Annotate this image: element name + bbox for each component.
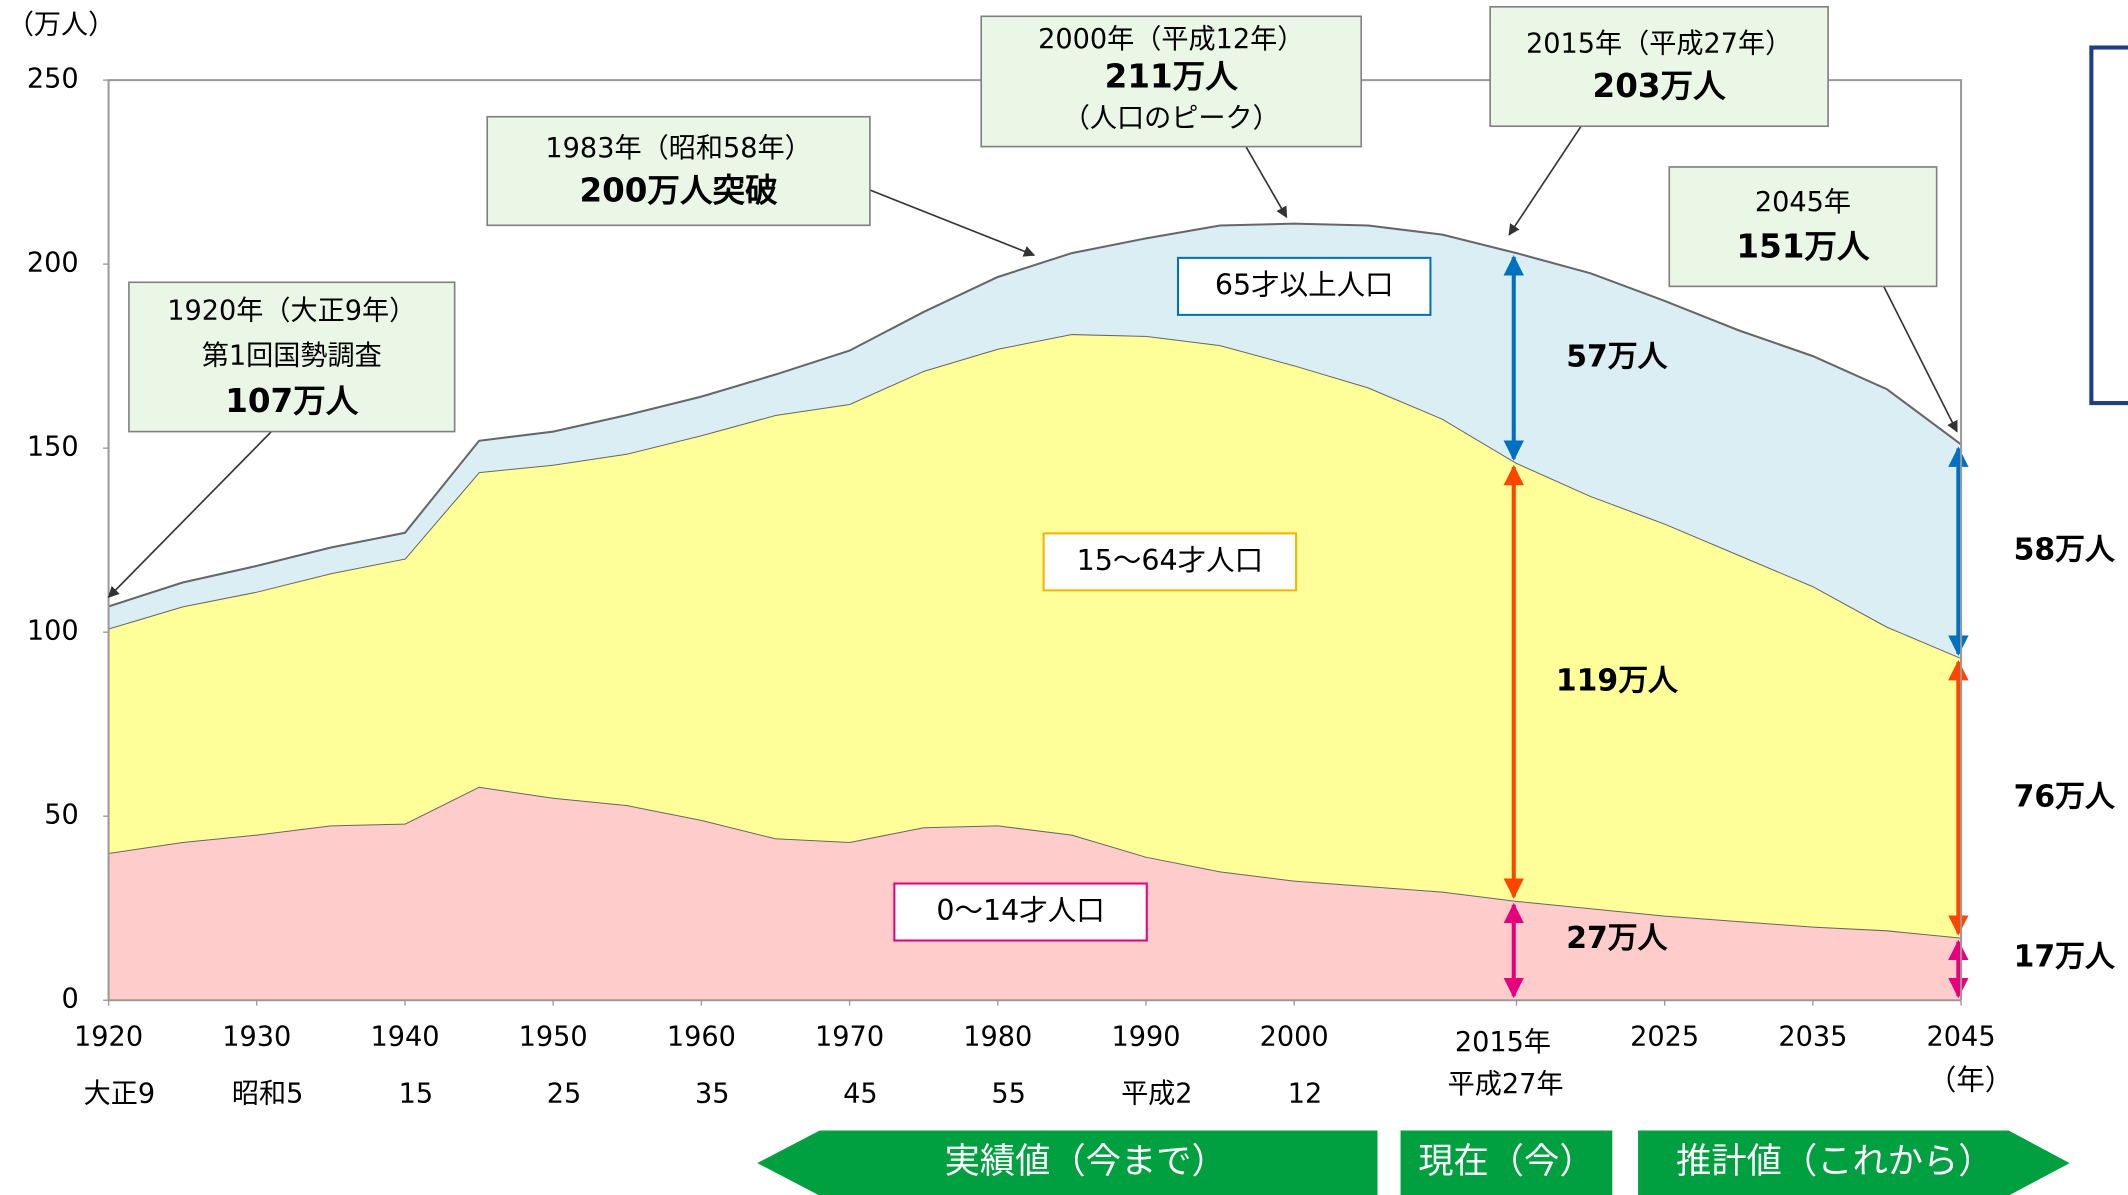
annotation-text: 2015年（平成27年） [1526, 28, 1792, 59]
y-tick-label: 200 [27, 248, 79, 279]
period-arrow [1400, 1130, 1613, 1195]
period-arrow [757, 1130, 1378, 1195]
era-tick-label: 55 [991, 1079, 1026, 1110]
annotation-arrow [1245, 146, 1288, 219]
x-tick-label: 2045 [1927, 1022, 1996, 1053]
annotation-text: 1983年（昭和58年） [545, 133, 811, 164]
value-label: 27万人 [1566, 921, 1668, 956]
era-tick-label: 平成27年 [1448, 1069, 1564, 1100]
era-tick-label: 15 [399, 1079, 434, 1110]
area [108, 223, 1962, 658]
x-tick-label: 1980 [963, 1022, 1032, 1053]
x-tick-label: 1990 [1111, 1022, 1180, 1053]
legend-box-edge [2089, 45, 2128, 406]
annotation-text: 203万人 [1593, 67, 1727, 105]
x-tick-label: 2025 [1630, 1022, 1699, 1053]
era-tick-label: 25 [547, 1079, 582, 1110]
annotation-arrow [1882, 286, 1958, 433]
annotation-arrow [869, 189, 1036, 257]
annotation-text: 200万人突破 [579, 172, 778, 210]
period-label: 実績値（今まで） [945, 1141, 1227, 1182]
area-edge [108, 222, 1962, 608]
x-tick-label: 1960 [667, 1022, 736, 1053]
annotation-text: 2045年 [1755, 187, 1851, 218]
area [108, 334, 1962, 938]
value-label: 58万人 [2014, 533, 2116, 568]
x-tick-label: 2000 [1260, 1022, 1329, 1053]
annotation-box [128, 281, 456, 433]
y-tick-label: 50 [44, 800, 79, 831]
era-tick-label: 大正9 [84, 1079, 156, 1110]
series-label-box [1042, 532, 1298, 592]
annotation-arrow [107, 431, 273, 598]
x-tick-label: 1970 [815, 1022, 884, 1053]
y-tick-label: 100 [27, 616, 79, 647]
y-tick-label: 150 [27, 432, 79, 463]
series-label-box [893, 882, 1148, 942]
annotation-text: 107万人 [225, 382, 359, 420]
x-tick-label: 1950 [519, 1022, 588, 1053]
value-label: 57万人 [1566, 339, 1668, 374]
era-tick-label: 平成2 [1121, 1079, 1193, 1110]
y-tick-label: 250 [27, 64, 79, 95]
value-label: 76万人 [2014, 779, 2116, 814]
series-label: 0〜14才人口 [936, 894, 1104, 927]
period-label: 現在（今） [1418, 1141, 1594, 1182]
annotation-text: 211万人 [1105, 58, 1239, 96]
era-tick-label: 昭和5 [232, 1079, 304, 1110]
series-label: 15〜64才人口 [1077, 544, 1263, 577]
annotation-text: 151万人 [1736, 227, 1870, 265]
series-label-box [1176, 256, 1432, 316]
x-tick-label: 1940 [370, 1022, 439, 1053]
x-tick-label: 1920 [74, 1022, 143, 1053]
annotation-text: 第1回国勢調査 [202, 340, 382, 371]
annotation-text: （人口のピーク） [1063, 103, 1280, 134]
value-label: 119万人 [1556, 663, 1679, 698]
value-label: 17万人 [2014, 940, 2116, 975]
series-label: 65才以上人口 [1215, 268, 1394, 301]
annotation-box [1489, 5, 1829, 128]
x-tick-label: 1930 [222, 1022, 291, 1053]
annotation-arrow [1508, 125, 1582, 236]
x-tick-label: 2015年 [1455, 1027, 1551, 1058]
era-tick-label: 12 [1288, 1079, 1323, 1110]
era-tick-label: 35 [695, 1079, 730, 1110]
annotation-box [1668, 166, 1938, 288]
period-label: 推計値（これから） [1676, 1141, 1993, 1182]
x-unit-label: （年） [1928, 1064, 2013, 1097]
x-tick-label: 2035 [1778, 1022, 1847, 1053]
era-tick-label: 45 [843, 1079, 878, 1110]
annotation-text: 2000年（平成12年） [1038, 24, 1304, 55]
y-tick-label: 0 [61, 984, 78, 1015]
y-unit-label: （万人） [7, 9, 116, 40]
annotation-text: 1920年（大正9年） [167, 296, 416, 327]
annotation-box [486, 115, 871, 227]
period-arrow [1638, 1130, 2070, 1195]
annotation-box [980, 15, 1363, 148]
